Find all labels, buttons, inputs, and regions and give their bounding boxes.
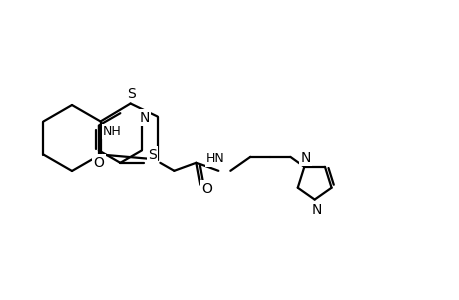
Text: S: S bbox=[148, 148, 157, 162]
Text: N: N bbox=[311, 202, 321, 217]
Text: O: O bbox=[93, 156, 104, 170]
Text: S: S bbox=[127, 86, 136, 100]
Text: O: O bbox=[201, 182, 211, 196]
Text: HN: HN bbox=[206, 152, 224, 165]
Text: N: N bbox=[140, 111, 150, 124]
Text: N: N bbox=[300, 151, 310, 165]
Text: NH: NH bbox=[103, 125, 122, 138]
